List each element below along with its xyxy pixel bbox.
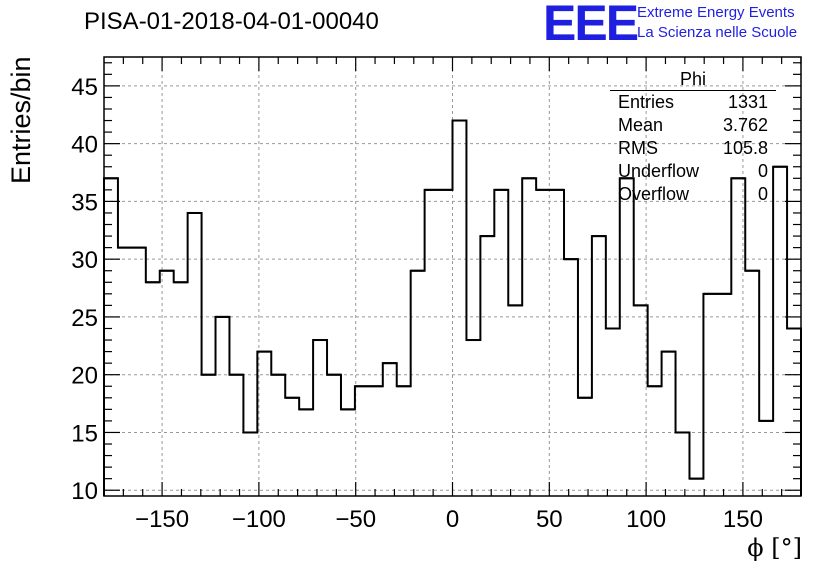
stats-row-entries: Entries 1331 <box>610 91 776 114</box>
chart-title: PISA-01-2018-04-01-00040 <box>84 8 379 35</box>
y-tick-label: 45 <box>71 74 98 101</box>
eee-logo: EEE <box>543 0 639 51</box>
x-tick-label: −100 <box>232 506 286 533</box>
stats-label: Entries <box>618 92 675 112</box>
x-tick-label: 0 <box>446 506 459 533</box>
stats-row-rms: RMS 105.8 <box>610 137 776 160</box>
stats-title: Phi <box>610 68 776 91</box>
stats-row-underflow: Underflow 0 <box>610 160 776 183</box>
y-tick-label: 20 <box>71 363 98 390</box>
y-tick-label: 15 <box>71 420 98 447</box>
x-tick-label: 150 <box>723 506 763 533</box>
stats-label: Mean <box>618 115 664 135</box>
stats-label: Underflow <box>618 161 700 181</box>
y-tick-label: 25 <box>71 305 98 332</box>
stats-row-mean: Mean 3.762 <box>610 114 776 137</box>
x-tick-label: 100 <box>626 506 666 533</box>
stats-value: 1331 <box>727 92 768 112</box>
stats-value: 0 <box>757 184 768 204</box>
x-tick-label: 50 <box>536 506 563 533</box>
y-tick-label: 35 <box>71 189 98 216</box>
y-axis-label: Entries/bin <box>6 56 36 184</box>
y-tick-label: 30 <box>71 247 98 274</box>
stats-value: 0 <box>757 161 768 181</box>
y-tick-label: 10 <box>71 478 98 505</box>
logo-line-1: Extreme Energy Events <box>637 4 795 21</box>
stats-label: RMS <box>618 138 658 158</box>
stats-row-overflow: Overflow 0 <box>610 183 776 206</box>
x-axis-label: ϕ [°] <box>747 534 802 562</box>
stats-box: Phi Entries 1331 Mean 3.762 RMS 105.8 Under… <box>610 68 776 206</box>
x-tick-label: −50 <box>335 506 376 533</box>
y-tick-label: 40 <box>71 132 98 159</box>
x-tick-label: −150 <box>135 506 189 533</box>
logo-line-2: La Scienza nelle Scuole <box>637 24 798 41</box>
stats-label: Overflow <box>618 184 690 204</box>
stats-value: 3.762 <box>722 115 768 135</box>
stats-value: 105.8 <box>722 138 768 158</box>
